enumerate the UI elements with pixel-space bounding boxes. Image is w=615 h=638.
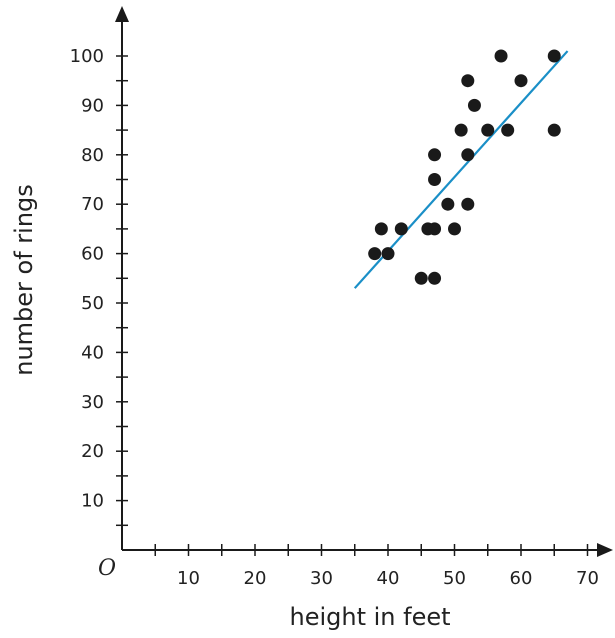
y-tick-label: 50	[81, 293, 104, 314]
y-tick-label: 100	[70, 46, 104, 67]
x-axis-arrow	[597, 543, 613, 557]
data-points	[368, 49, 561, 285]
x-tick-label: 30	[310, 568, 333, 589]
axes	[115, 6, 613, 557]
data-point	[514, 74, 528, 88]
data-point	[428, 222, 442, 236]
y-tick-label: 20	[81, 441, 104, 462]
data-point	[381, 247, 395, 261]
data-point	[454, 123, 468, 137]
data-point	[428, 271, 442, 285]
data-point	[374, 222, 388, 236]
y-tick-label: 80	[81, 145, 104, 166]
y-axis-arrow	[115, 6, 129, 22]
y-tick-label: 60	[81, 244, 104, 265]
data-point	[368, 247, 382, 261]
data-point	[547, 49, 561, 63]
y-tick-label: 40	[81, 342, 104, 363]
data-point	[414, 271, 428, 285]
data-point	[494, 49, 508, 63]
y-tick-label: 90	[81, 95, 104, 116]
y-tick-label: 30	[81, 392, 104, 413]
data-point	[394, 222, 408, 236]
data-point	[428, 173, 442, 186]
data-point	[461, 197, 475, 211]
y-tick-label: 10	[81, 491, 104, 512]
tick-marks	[116, 55, 589, 556]
x-tick-label: 10	[177, 568, 200, 589]
y-axis-title: number of rings	[10, 184, 38, 376]
data-point	[481, 123, 495, 137]
data-point	[461, 74, 475, 88]
tick-labels: 10 20 30 40 50 60 70 10 20 30 40 50 60 70 80 90 100	[70, 46, 599, 589]
y-tick-label: 70	[81, 194, 104, 215]
data-point	[448, 222, 461, 236]
data-point	[428, 148, 442, 162]
x-tick-label: 50	[443, 568, 466, 589]
data-point	[501, 123, 515, 137]
x-axis-title: height in feet	[289, 603, 450, 631]
x-tick-label: 20	[244, 568, 267, 589]
data-point	[467, 98, 481, 112]
x-tick-label: 40	[377, 568, 400, 589]
data-point	[461, 148, 475, 162]
data-point	[547, 123, 561, 137]
x-tick-label: 70	[576, 568, 599, 589]
x-tick-label: 60	[510, 568, 533, 589]
origin-label: O	[98, 556, 116, 581]
data-point	[441, 197, 455, 211]
